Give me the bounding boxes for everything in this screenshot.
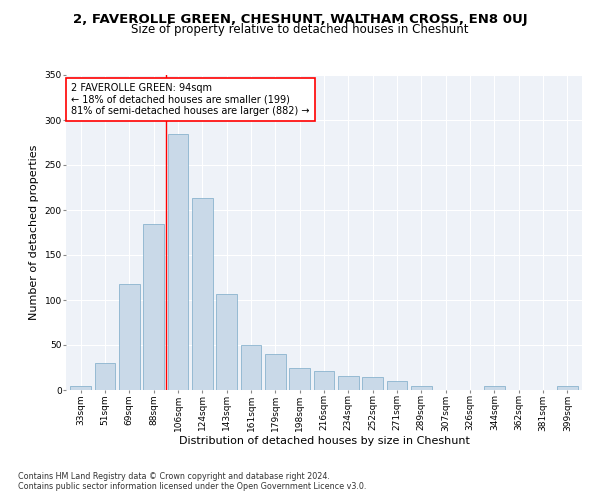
Bar xyxy=(289,368,310,390)
Bar xyxy=(386,381,407,390)
Bar xyxy=(143,224,164,390)
Bar xyxy=(95,363,115,390)
Bar xyxy=(216,294,237,390)
Bar xyxy=(70,386,91,390)
Bar xyxy=(338,376,359,390)
Text: Contains public sector information licensed under the Open Government Licence v3: Contains public sector information licen… xyxy=(18,482,367,491)
Bar xyxy=(265,354,286,390)
Y-axis label: Number of detached properties: Number of detached properties xyxy=(29,145,39,320)
X-axis label: Distribution of detached houses by size in Cheshunt: Distribution of detached houses by size … xyxy=(179,436,469,446)
Bar xyxy=(314,371,334,390)
Text: 2 FAVEROLLE GREEN: 94sqm
← 18% of detached houses are smaller (199)
81% of semi-: 2 FAVEROLLE GREEN: 94sqm ← 18% of detach… xyxy=(71,83,310,116)
Bar xyxy=(362,378,383,390)
Text: Size of property relative to detached houses in Cheshunt: Size of property relative to detached ho… xyxy=(131,22,469,36)
Text: 2, FAVEROLLE GREEN, CHESHUNT, WALTHAM CROSS, EN8 0UJ: 2, FAVEROLLE GREEN, CHESHUNT, WALTHAM CR… xyxy=(73,12,527,26)
Bar xyxy=(241,345,262,390)
Bar xyxy=(119,284,140,390)
Bar xyxy=(192,198,212,390)
Bar xyxy=(484,386,505,390)
Bar xyxy=(167,134,188,390)
Bar xyxy=(557,386,578,390)
Bar xyxy=(411,386,432,390)
Text: Contains HM Land Registry data © Crown copyright and database right 2024.: Contains HM Land Registry data © Crown c… xyxy=(18,472,330,481)
